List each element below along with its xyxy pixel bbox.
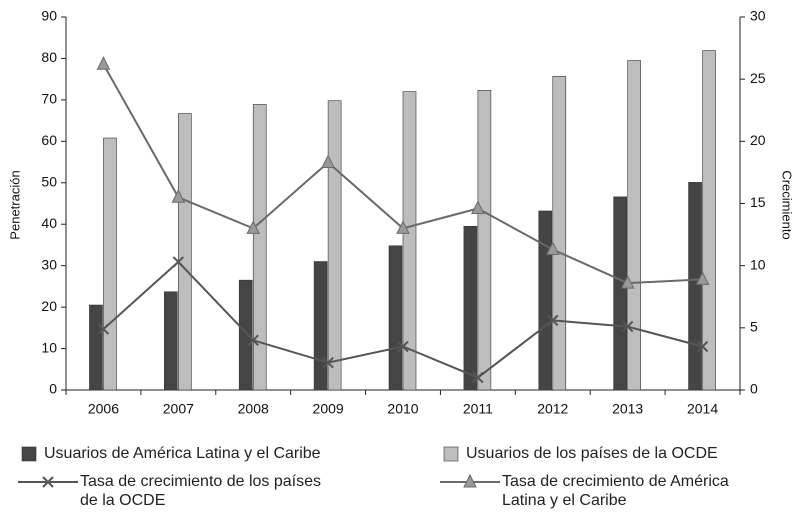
- legend-swatch: [440, 473, 500, 488]
- marker: [42, 476, 54, 488]
- y-tick-label: 30: [41, 256, 57, 272]
- bar: [402, 91, 417, 391]
- x-tick-label: 2008: [238, 401, 269, 417]
- marker: [545, 241, 560, 256]
- marker: [620, 274, 635, 289]
- marker: [171, 189, 186, 203]
- bar: [103, 137, 117, 391]
- marker: [97, 323, 110, 335]
- marker: [547, 314, 559, 327]
- chart: Penetración Crecimiento 0102030405060708…: [7, 8, 795, 417]
- x-tick-label: 2013: [612, 401, 643, 417]
- y2-tick-label: 20: [750, 132, 766, 148]
- legend-item: Usuarios de América Latina y el Caribe: [18, 444, 321, 463]
- marker: [397, 340, 409, 353]
- y2-tick-label: 0: [750, 381, 758, 397]
- legend-swatch: [21, 446, 37, 462]
- bar: [388, 245, 403, 391]
- y2-tick-label: 25: [750, 70, 766, 86]
- y-tick-label: 20: [41, 298, 57, 314]
- marker: [246, 220, 261, 234]
- marker: [463, 473, 477, 488]
- bar: [552, 75, 567, 391]
- bar: [327, 100, 342, 391]
- y-tick-label: 90: [41, 8, 57, 24]
- y2-tick-label: 10: [750, 256, 766, 272]
- y2-tick-label: 5: [750, 319, 758, 335]
- legend-label: Tasa de crecimiento de América Latina y …: [502, 473, 729, 509]
- x-tick-label: 2010: [387, 401, 418, 417]
- x-tick-label: 2006: [88, 401, 119, 417]
- bar: [252, 104, 267, 391]
- y-axis-label: Penetración: [7, 170, 22, 239]
- bar: [477, 90, 492, 391]
- legend: Usuarios de América Latina y el Caribe Us…: [0, 432, 796, 513]
- x-tick-label: 2007: [163, 401, 194, 417]
- y-tick-label: 80: [41, 49, 57, 65]
- y2-tick-label: 30: [750, 8, 766, 24]
- marker: [695, 271, 710, 285]
- legend-swatch: [18, 476, 78, 488]
- y-tick-label: 40: [41, 215, 57, 231]
- legend-item: Tasa de crecimiento de los países de la …: [18, 472, 335, 510]
- y-tick-label: 0: [49, 381, 57, 397]
- marker: [696, 340, 709, 353]
- bar: [463, 225, 478, 391]
- swatch: [443, 446, 459, 462]
- bar: [538, 210, 553, 391]
- marker: [621, 320, 634, 333]
- y-tick-label: 50: [41, 173, 57, 189]
- marker: [322, 356, 334, 369]
- legend-label: Usuarios de América Latina y el Caribe: [44, 445, 321, 462]
- bar: [613, 196, 627, 391]
- y-tick-label: 70: [41, 91, 57, 107]
- bar: [89, 304, 103, 391]
- x-tick-label: 2012: [537, 401, 568, 417]
- bar: [702, 50, 716, 391]
- marker: [172, 256, 185, 268]
- marker: [247, 334, 259, 346]
- marker: [96, 56, 111, 70]
- x-tick-label: 2009: [313, 401, 344, 417]
- swatch: [21, 446, 37, 462]
- y2-tick-label: 15: [750, 194, 766, 210]
- x-tick-label: 2014: [687, 401, 718, 417]
- legend-item: Tasa de crecimiento de América Latina y …: [440, 472, 752, 510]
- legend-label: Tasa de crecimiento de los países de la …: [80, 473, 322, 509]
- marker: [471, 200, 485, 214]
- y-tick-label: 10: [41, 339, 57, 355]
- y-tick-label: 60: [41, 132, 57, 148]
- marker: [321, 154, 335, 168]
- bar: [688, 182, 702, 391]
- bar: [238, 279, 253, 391]
- bar: [313, 261, 328, 391]
- x-tick-label: 2011: [463, 401, 493, 417]
- bar: [164, 291, 178, 391]
- marker: [472, 371, 484, 384]
- legend-swatch: [443, 446, 459, 462]
- bar: [627, 60, 641, 391]
- marker: [396, 220, 410, 234]
- y2-axis-label: Crecimiento: [780, 170, 795, 239]
- legend-item: Usuarios de los países de la OCDE: [440, 444, 718, 463]
- legend-label: Usuarios de los países de la OCDE: [466, 445, 718, 462]
- bar: [178, 113, 192, 391]
